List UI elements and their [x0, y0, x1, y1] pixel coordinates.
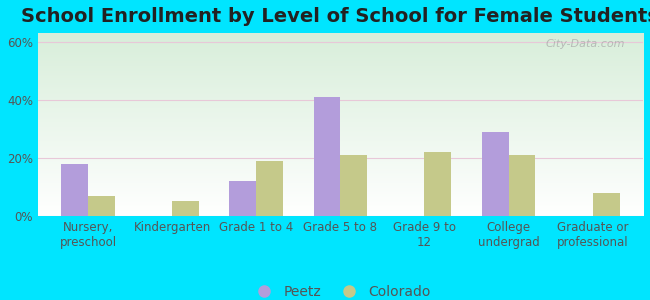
- Bar: [61, 164, 88, 216]
- Bar: [229, 181, 256, 216]
- Bar: [341, 155, 367, 216]
- Bar: [172, 202, 199, 216]
- Bar: [508, 155, 536, 216]
- Bar: [256, 161, 283, 216]
- Title: School Enrollment by Level of School for Female Students: School Enrollment by Level of School for…: [21, 7, 650, 26]
- Bar: [593, 193, 619, 216]
- Bar: [313, 97, 341, 216]
- Bar: [88, 196, 115, 216]
- Bar: [482, 132, 508, 216]
- Bar: [424, 152, 451, 216]
- Text: City-Data.com: City-Data.com: [545, 38, 625, 49]
- Legend: Peetz, Colorado: Peetz, Colorado: [244, 279, 436, 300]
